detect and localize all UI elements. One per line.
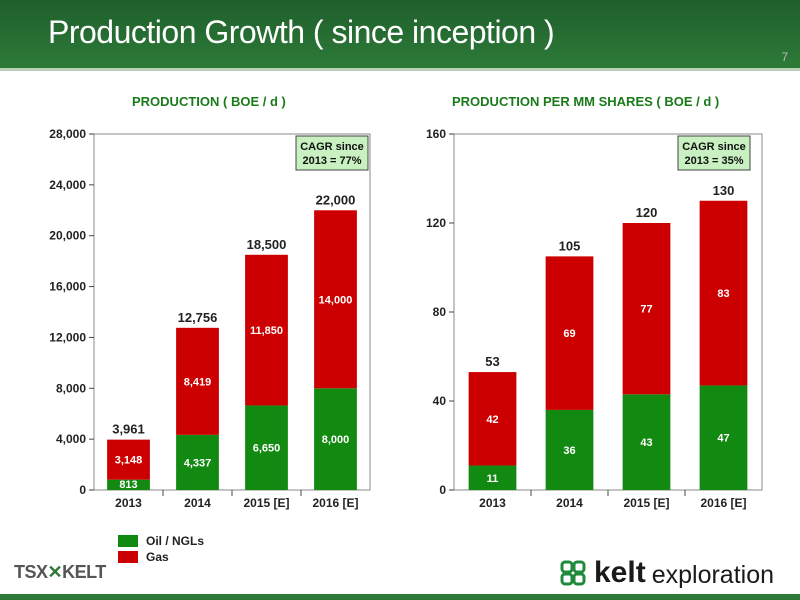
y-tick-label: 4,000 — [56, 432, 86, 446]
cagr-annotation-line2: 2013 = 35% — [684, 155, 743, 167]
data-label-oil: 4,337 — [184, 457, 212, 469]
kelt-logo: kelt exploration — [558, 556, 774, 590]
bar-oil — [314, 388, 357, 490]
data-label-total: 53 — [485, 354, 499, 369]
legend-swatch-gas — [118, 551, 138, 563]
data-label-oil: 47 — [717, 433, 729, 445]
data-label-oil: 11 — [487, 473, 499, 485]
bar-oil — [545, 409, 594, 490]
slide-header — [0, 0, 800, 68]
y-tick-label: 0 — [79, 483, 86, 497]
bar-gas — [545, 256, 594, 410]
data-label-oil: 813 — [119, 479, 137, 491]
data-label-gas: 69 — [563, 328, 575, 340]
data-label-total: 12,756 — [178, 310, 218, 325]
cagr-annotation-box — [677, 135, 751, 171]
bar-oil — [176, 434, 219, 490]
data-label-oil: 8,000 — [322, 434, 350, 446]
cagr-annotation-box — [295, 135, 369, 171]
x-tick-label: 2015 [E] — [623, 496, 669, 510]
bar-gas — [176, 327, 219, 435]
x-tick-label: 2015 [E] — [243, 496, 289, 510]
x-tick-label: 2016 [E] — [700, 496, 746, 510]
data-label-total: 22,000 — [316, 192, 356, 207]
data-label-gas: 3,148 — [115, 455, 143, 467]
slide-title: Production Growth ( since inception ) — [48, 14, 555, 50]
bar-oil — [468, 465, 517, 490]
tsx-logo: TSX✕kelt — [14, 562, 106, 582]
cagr-annotation-line1: CAGR since — [682, 141, 746, 153]
production-per-share-chart: 0 40 80 120 160 11 42 53 2013 36 69 105 2014 43 77 120 2… — [426, 127, 763, 510]
chart-legend: Oil / NGLs Gas — [118, 533, 204, 565]
y-tick-label: 120 — [426, 216, 446, 230]
data-label-total: 105 — [559, 238, 581, 253]
data-label-oil: 36 — [563, 445, 575, 457]
kelt-logo-sub: exploration — [651, 560, 775, 589]
y-tick-label: 24,000 — [49, 178, 86, 192]
footer-bar — [0, 594, 800, 600]
data-label-oil: 43 — [640, 437, 652, 449]
data-label-gas: 83 — [717, 288, 729, 300]
data-label-total: 18,500 — [247, 237, 287, 252]
y-tick-label: 160 — [426, 127, 446, 141]
data-label-gas: 42 — [486, 414, 498, 426]
y-tick-label: 20,000 — [49, 229, 86, 243]
bar-gas — [622, 223, 671, 395]
x-tick-label: 2014 — [184, 496, 211, 510]
bar-oil — [245, 405, 288, 490]
data-label-gas: 11,850 — [250, 325, 283, 337]
x-tick-label: 2013 — [479, 496, 506, 510]
x-tick-label: 2013 — [115, 496, 142, 510]
data-label-gas: 14,000 — [319, 294, 353, 306]
kelt-logo-word: kelt — [594, 556, 646, 589]
tsx-ticker: kelt — [62, 562, 106, 582]
y-tick-label: 12,000 — [49, 330, 86, 344]
data-label-total: 3,961 — [112, 422, 145, 437]
legend-item-oil: Oil / NGLs — [118, 533, 204, 549]
y-tick-label: 28,000 — [49, 127, 86, 141]
y-tick-label: 0 — [439, 483, 446, 497]
kelt-knot-icon — [560, 560, 586, 586]
data-label-total: 120 — [636, 205, 658, 220]
data-label-total: 130 — [713, 183, 735, 198]
cagr-annotation-line1: CAGR since — [300, 141, 364, 153]
data-label-oil: 6,650 — [253, 443, 281, 455]
tsx-logo-text: TSX — [14, 562, 48, 582]
legend-label-oil: Oil / NGLs — [146, 534, 205, 548]
bar-gas — [468, 372, 517, 466]
x-tick-label: 2016 [E] — [312, 496, 358, 510]
left-chart-title: PRODUCTION ( BOE / d ) — [132, 94, 286, 109]
production-chart: 0 4,000 8,000 12,000 16,000 20,000 24,000 28,00… — [49, 127, 371, 510]
data-label-gas: 8,419 — [184, 376, 212, 388]
legend-item-gas: Gas — [118, 549, 204, 565]
bar-gas — [245, 254, 288, 406]
x-tick-label: 2014 — [556, 496, 583, 510]
cagr-annotation-line2: 2013 = 77% — [302, 155, 361, 167]
bar-oil — [699, 385, 748, 490]
bar-oil — [622, 394, 671, 490]
bar-gas — [107, 439, 150, 480]
right-chart-title: PRODUCTION PER MM SHARES ( BOE / d ) — [452, 94, 720, 109]
y-tick-label: 16,000 — [49, 280, 86, 294]
bar-gas — [699, 200, 748, 386]
header-divider — [0, 68, 800, 71]
data-label-gas: 77 — [640, 304, 652, 316]
page-number: 7 — [781, 50, 788, 64]
legend-label-gas: Gas — [146, 550, 169, 564]
legend-swatch-oil — [118, 535, 138, 547]
y-tick-label: 40 — [433, 394, 447, 408]
y-tick-label: 8,000 — [56, 381, 86, 395]
bar-gas — [314, 210, 357, 389]
bar-oil — [107, 479, 150, 490]
y-tick-label: 80 — [433, 305, 447, 319]
